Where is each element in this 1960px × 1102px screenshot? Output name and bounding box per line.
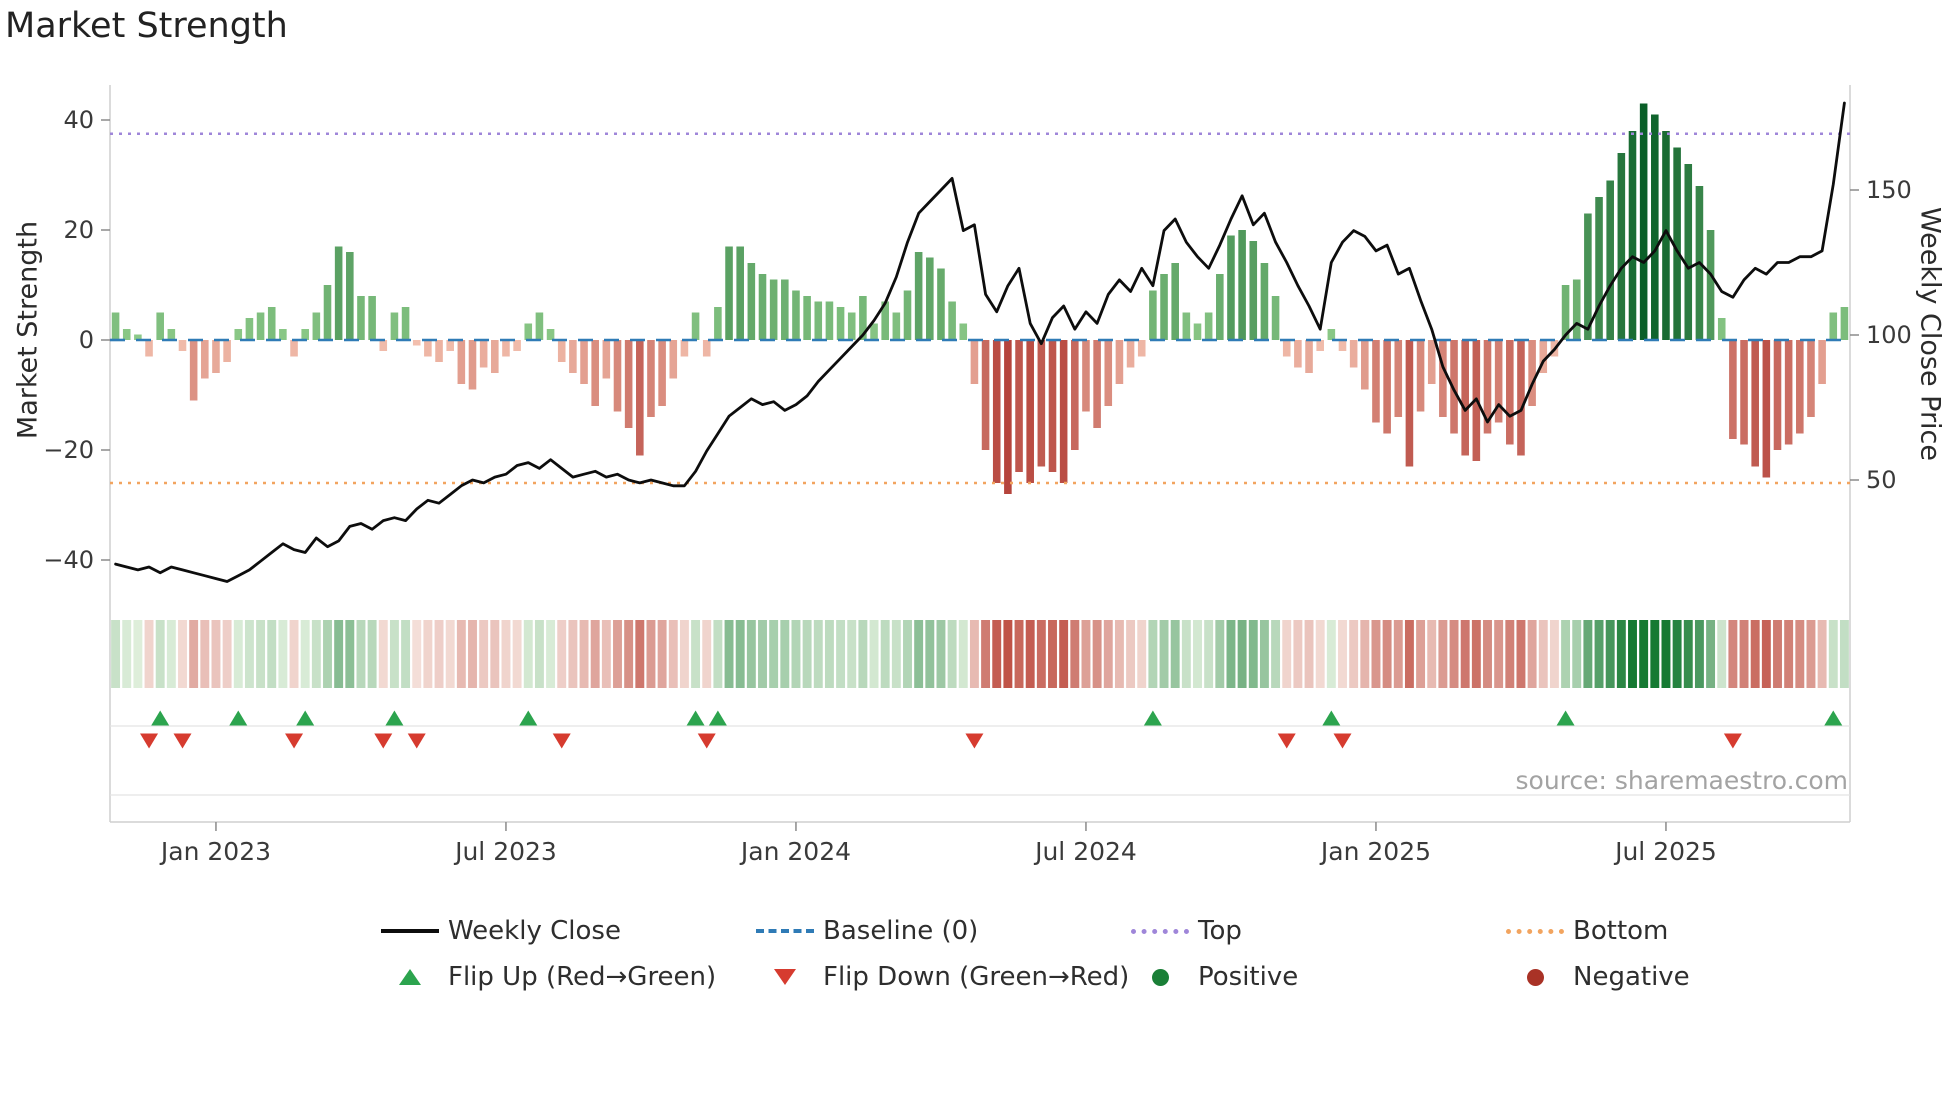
- price-line: [114, 101, 1846, 583]
- flip-down-marker: [407, 733, 426, 749]
- top-dotted-swatch: [1122, 928, 1198, 934]
- right-axis-ticks: 150 100 50: [1850, 176, 1912, 494]
- flip-up-marker: [229, 710, 248, 726]
- positive-dot-icon: [1122, 968, 1198, 986]
- flip-up-marker: [708, 710, 727, 726]
- heatmap-strip: [111, 620, 1849, 688]
- legend-row-1: Weekly Close Baseline (0) Top Bottom: [372, 908, 1872, 954]
- flip-up-marker: [385, 710, 404, 726]
- negative-dot-icon: [1497, 968, 1573, 986]
- legend-label-flip-up: Flip Up (Red→Green): [448, 962, 717, 992]
- flip-up-marker: [151, 710, 170, 726]
- legend-item-weekly-close: Weekly Close: [372, 908, 747, 954]
- flip-down-triangle-icon: [747, 969, 823, 985]
- flip-up-marker: [1143, 710, 1162, 726]
- flip-down-marker: [173, 733, 192, 749]
- flip-down-marker: [1333, 733, 1352, 749]
- flip-up-marker: [686, 710, 705, 726]
- svg-text:Jan 2023: Jan 2023: [159, 837, 271, 866]
- left-axis-ticks: 40 20 0 −20 −40: [43, 106, 110, 574]
- legend-item-negative: Negative: [1497, 954, 1872, 1000]
- svg-text:100: 100: [1866, 321, 1912, 349]
- legend-item-flip-down: Flip Down (Green→Red): [747, 954, 1129, 1000]
- svg-text:Jan 2024: Jan 2024: [739, 837, 851, 866]
- svg-text:Jul 2023: Jul 2023: [453, 837, 557, 866]
- svg-text:−20: −20: [43, 436, 94, 464]
- svg-text:Jul 2025: Jul 2025: [1613, 837, 1717, 866]
- flip-down-marker: [552, 733, 571, 749]
- legend-label-flip-down: Flip Down (Green→Red): [823, 962, 1130, 992]
- source-text: source: sharemaestro.com: [1515, 766, 1849, 795]
- bottom-dotted-swatch: [1497, 928, 1573, 934]
- svg-text:40: 40: [63, 106, 94, 134]
- legend-label-top: Top: [1198, 916, 1242, 946]
- svg-text:50: 50: [1866, 466, 1897, 494]
- legend-item-top: Top: [1122, 908, 1497, 954]
- legend-row-2: Flip Up (Red→Green) Flip Down (Green→Red…: [372, 954, 1872, 1000]
- flip-down-marker: [1277, 733, 1296, 749]
- flip-up-marker: [519, 710, 538, 726]
- svg-text:Jan 2025: Jan 2025: [1319, 837, 1431, 866]
- flip-up-marker: [296, 710, 315, 726]
- flip-down-marker: [285, 733, 304, 749]
- flip-down-marker: [965, 733, 984, 749]
- flip-down-marker: [140, 733, 159, 749]
- flip-up-marker: [1322, 710, 1341, 726]
- flip-down-marker: [374, 733, 393, 749]
- legend-label-baseline: Baseline (0): [823, 916, 979, 946]
- svg-text:−40: −40: [43, 546, 94, 574]
- svg-text:Jul 2024: Jul 2024: [1033, 837, 1137, 866]
- flip-up-marker: [1824, 710, 1843, 726]
- svg-text:0: 0: [79, 326, 94, 354]
- axes: [109, 85, 1851, 823]
- reference-lines: [110, 132, 1850, 485]
- weekly-close-line-swatch: [372, 929, 448, 933]
- x-axis-ticks: Jan 2023 Jul 2023 Jan 2024 Jul 2024 Jan 2025…: [159, 822, 1717, 866]
- flip-up-marker: [1556, 710, 1575, 726]
- flip-up-triangle-icon: [372, 969, 448, 985]
- strength-bars: [111, 103, 1849, 494]
- legend-item-flip-up: Flip Up (Red→Green): [372, 954, 747, 1000]
- flip-down-marker: [697, 733, 716, 749]
- baseline-dash-swatch: [747, 929, 823, 933]
- legend-label-negative: Negative: [1573, 962, 1690, 992]
- legend-label-bottom: Bottom: [1573, 916, 1669, 946]
- legend: Weekly Close Baseline (0) Top Bottom Fli…: [372, 908, 1872, 1000]
- flip-markers: [140, 710, 1843, 749]
- svg-text:150: 150: [1866, 176, 1912, 204]
- flip-down-marker: [1723, 733, 1742, 749]
- legend-item-baseline: Baseline (0): [747, 908, 1122, 954]
- legend-label-weekly-close: Weekly Close: [448, 916, 621, 946]
- legend-item-bottom: Bottom: [1497, 908, 1872, 954]
- legend-item-positive: Positive: [1122, 954, 1497, 1000]
- legend-label-positive: Positive: [1198, 962, 1299, 992]
- chart-title: Market Strength: [5, 6, 288, 46]
- svg-text:20: 20: [63, 216, 94, 244]
